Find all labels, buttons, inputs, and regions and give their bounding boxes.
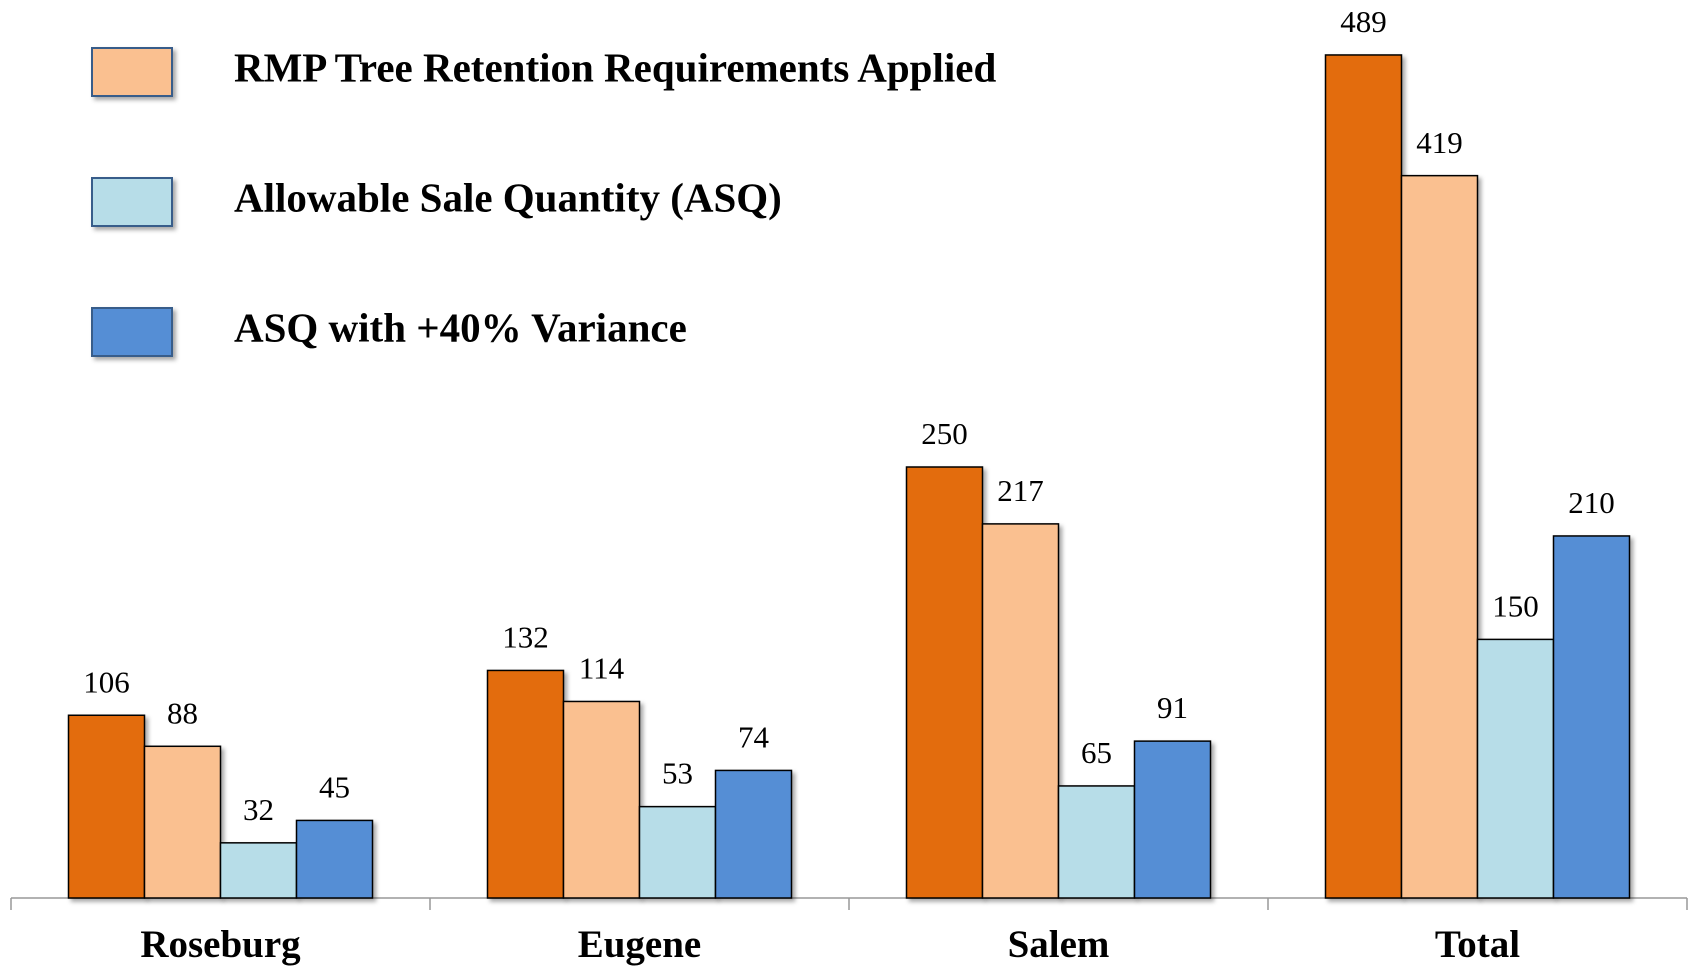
data-label: 106 [83,664,130,699]
x-tick-label: Total [1435,923,1520,966]
x-tick-label: Roseburg [140,923,301,966]
bar [1552,535,1631,899]
data-label: 250 [921,416,968,451]
legend-label: Allowable Sale Quantity (ASQ) [234,174,782,220]
x-tick-label: Salem [1008,923,1110,966]
data-label: 32 [243,792,274,827]
legend-swatch [91,307,173,357]
legend-label: RMP Tree Retention Requirements Applied [234,44,996,90]
bar [1324,54,1403,899]
data-label: 53 [662,756,693,791]
data-label: 489 [1340,4,1387,39]
data-label: 45 [319,770,350,805]
bar [714,769,793,899]
data-label: 132 [502,620,549,655]
bar [295,819,374,899]
data-label: 419 [1416,125,1463,160]
legend-label: ASQ with +40% Variance [234,304,687,350]
bar [67,714,146,899]
bar [1133,740,1212,899]
legend-swatch [91,47,173,97]
bar [1057,785,1136,899]
data-label: 65 [1081,735,1112,770]
bar [905,466,984,899]
data-label: 114 [579,651,625,686]
legend-swatch [91,177,173,227]
bar [981,523,1060,899]
bar [1476,638,1555,899]
bar [562,700,641,899]
data-label: 210 [1568,485,1615,520]
x-tick-label: Eugene [578,923,702,966]
bar [219,842,298,899]
bar [638,805,717,899]
bar [486,669,565,899]
data-label: 88 [167,695,198,730]
data-label: 91 [1157,690,1188,725]
bar [1400,174,1479,899]
data-label: 217 [997,473,1044,508]
data-label: 150 [1492,589,1539,624]
bar [143,745,222,899]
data-label: 74 [738,720,770,755]
